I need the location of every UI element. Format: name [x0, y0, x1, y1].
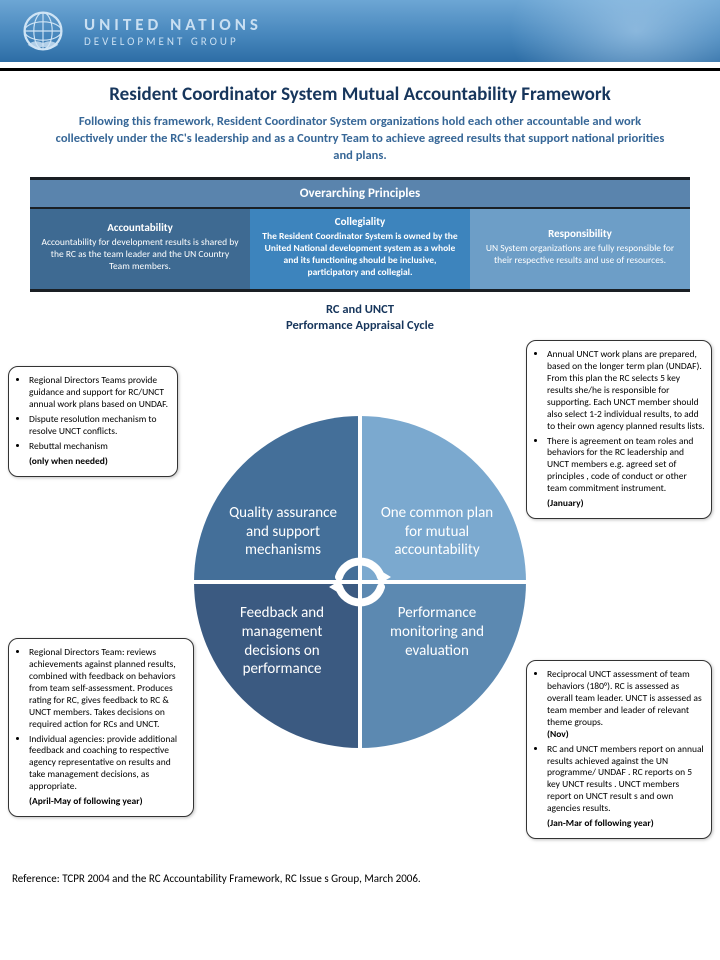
cycle-diagram: Quality assurance and support mechanisms…	[6, 338, 714, 868]
principles-table: Overarching Principles Accountability Ac…	[30, 177, 690, 292]
header-text: UNITED NATIONS DEVELOPMENT GROUP	[84, 14, 262, 48]
cycle-circle: Quality assurance and support mechanisms…	[194, 416, 526, 748]
principle-body: The Resident Coordinator System is owned…	[260, 231, 460, 279]
principle-responsibility: Responsibility UN System organizations a…	[470, 209, 690, 289]
reference-text: Reference: TCPR 2004 and the RC Accounta…	[12, 872, 708, 885]
principle-accountability: Accountability Accountability for develo…	[30, 209, 250, 289]
intro-text: Following this framework, Resident Coord…	[50, 114, 670, 165]
principle-body: UN System organizations are fully respon…	[480, 243, 680, 267]
principles-header: Overarching Principles	[30, 180, 690, 209]
header-banner: UNITED NATIONS DEVELOPMENT GROUP	[0, 0, 720, 62]
header-rule	[0, 68, 720, 71]
cycle-arrows-icon	[325, 547, 395, 617]
principle-collegiality: Collegiality The Resident Coordinator Sy…	[250, 209, 470, 289]
quadrant-label: Performance monitoring and evaluation	[378, 604, 496, 660]
callout-common-plan: Annual UNCT work plans are prepared, bas…	[526, 340, 712, 518]
principle-title: Collegiality	[260, 215, 460, 229]
un-logo-icon	[20, 8, 66, 54]
page-title: Resident Coordinator System Mutual Accou…	[24, 83, 696, 106]
callout-quality-assurance: Regional Directors Teams provide guidanc…	[8, 366, 178, 476]
principle-title: Responsibility	[480, 227, 680, 241]
cycle-subtitle: RC and UNCTPerformance Appraisal Cycle	[0, 302, 720, 335]
org-name: UNITED NATIONS	[84, 14, 262, 35]
callout-feedback: Regional Directors Team: reviews achieve…	[8, 638, 194, 816]
callout-monitoring: Reciprocal UNCT assessment of team behav…	[526, 660, 712, 838]
org-sub: DEVELOPMENT GROUP	[84, 35, 262, 48]
principle-body: Accountability for development results i…	[40, 237, 240, 273]
quadrant-label: One common plan for mutual accountabilit…	[378, 504, 496, 560]
principle-title: Accountability	[40, 221, 240, 235]
